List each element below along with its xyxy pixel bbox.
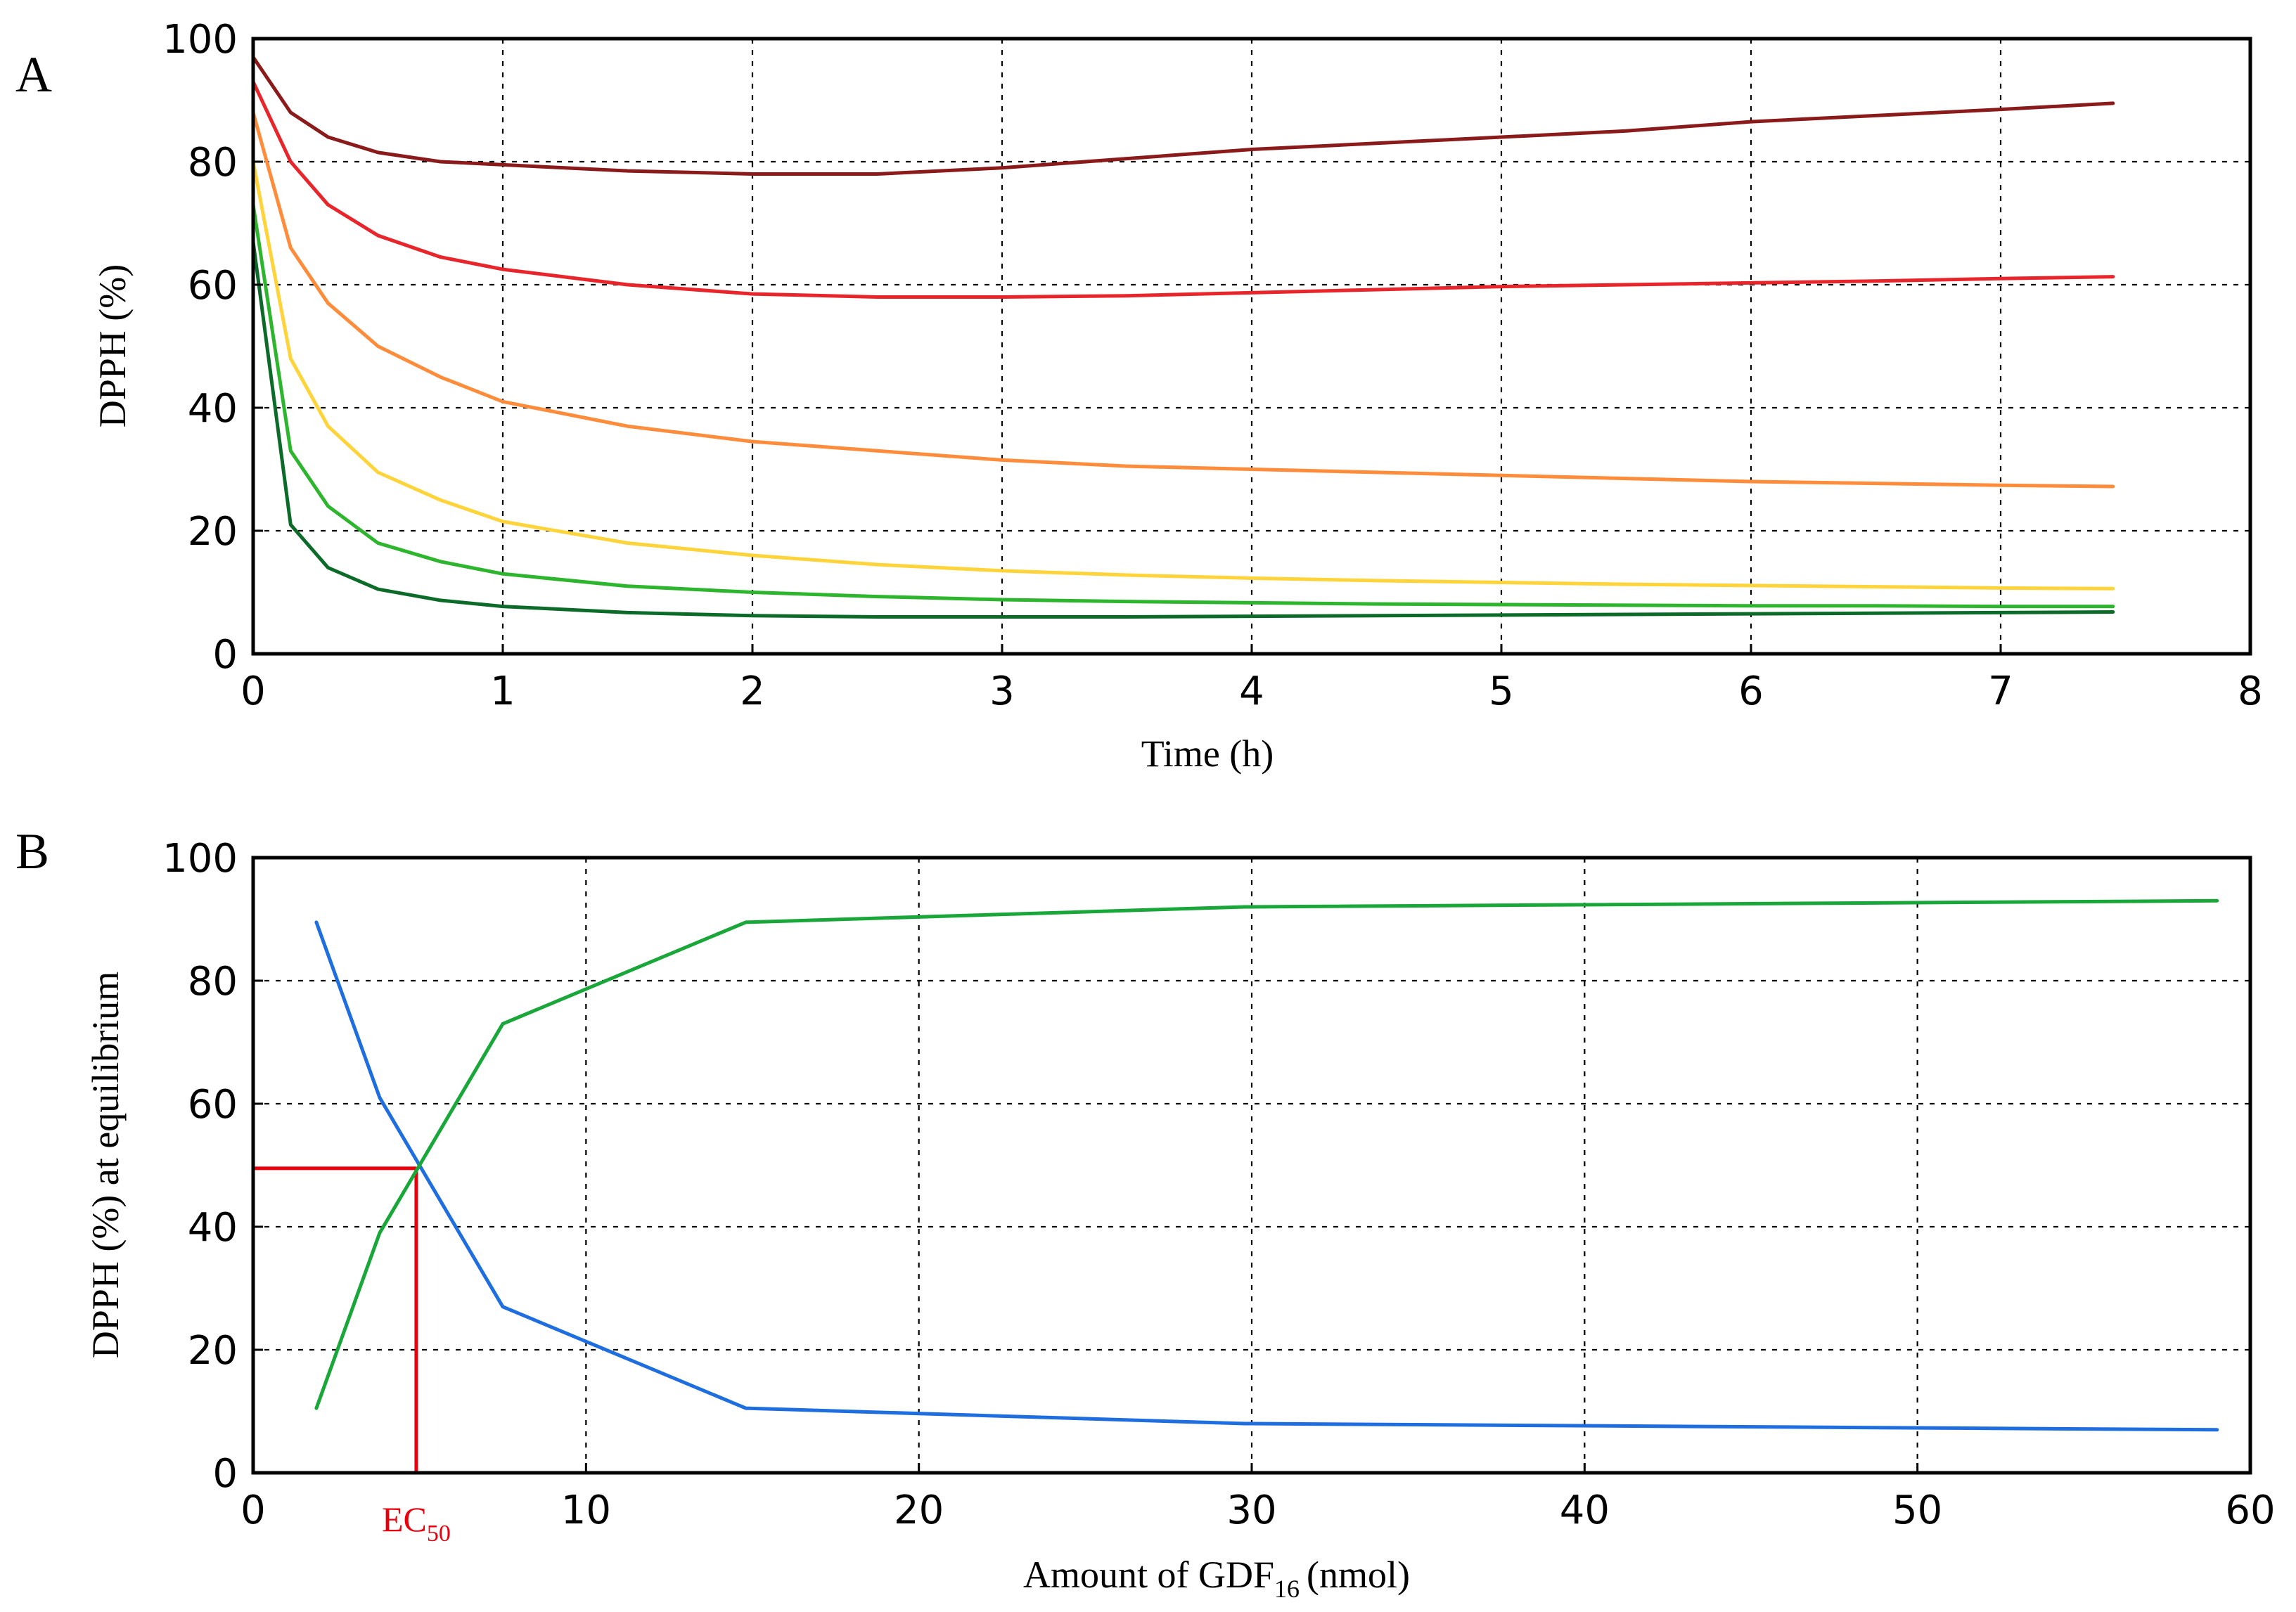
x-axis-label-b-tail: (nmol) [1307, 1554, 1410, 1596]
x-ticks-a: 0 1 2 3 4 5 6 7 8 [240, 644, 2263, 714]
grid-a [253, 39, 2250, 654]
series-line-1 [251, 55, 2115, 176]
panel-label-a: A [15, 46, 52, 103]
series-line-2 [314, 898, 2219, 1410]
x-axis-label-b-sub: 16 [1274, 1575, 1300, 1603]
x-axis-label-b: Amount of GDF16 (nmol) [1023, 1554, 1410, 1603]
chart-panel-a: A 0 1 2 3 4 5 6 7 8 0 20 40 60 80 100 Time (h) DPPH (… [15, 17, 2263, 775]
x-tick-label: 4 [1239, 669, 1264, 714]
series-line-5 [251, 202, 2115, 609]
x-tick-label: 40 [1560, 1488, 1610, 1533]
y-tick-label: 100 [162, 836, 238, 882]
y-tick-label: 60 [188, 1082, 238, 1128]
y-tick-label: 0 [212, 632, 238, 678]
ec50-guide-lines [253, 1166, 418, 1473]
series-group-a [251, 55, 2115, 619]
series-line-6 [251, 240, 2115, 619]
x-tick-label: 5 [1489, 669, 1514, 714]
y-tick-label: 60 [188, 263, 238, 309]
y-ticks-a: 0 20 40 60 80 100 [162, 17, 263, 678]
x-tick-label: 2 [740, 669, 765, 714]
x-tick-label: 30 [1226, 1488, 1276, 1533]
series-line-1 [314, 920, 2219, 1432]
x-tick-label: 7 [1988, 669, 2013, 714]
ec50-label: EC50 [382, 1500, 451, 1547]
x-tick-label: 10 [561, 1488, 611, 1533]
x-tick-label: 20 [894, 1488, 944, 1533]
y-tick-label: 80 [188, 140, 238, 186]
y-tick-label: 80 [188, 959, 238, 1005]
series-line-3 [251, 110, 2115, 489]
y-ticks-b: 0 20 40 60 80 100 [162, 836, 263, 1497]
x-tick-label: 6 [1738, 669, 1764, 714]
ec50-label-sub: 50 [427, 1521, 451, 1547]
x-tick-label: 1 [490, 669, 515, 714]
grid-b [253, 858, 2250, 1473]
x-tick-label: 0 [240, 669, 266, 714]
x-tick-label: 50 [1892, 1488, 1942, 1533]
y-axis-label-b: DPPH (%) at equilibrium [84, 972, 127, 1358]
y-axis-label-a: DPPH (%) [91, 264, 134, 428]
y-tick-label: 40 [188, 386, 238, 432]
series-group-b [314, 898, 2219, 1432]
x-tick-label: 3 [989, 669, 1015, 714]
panel-label-b: B [15, 823, 49, 879]
x-axis-label-a: Time (h) [1141, 733, 1274, 775]
series-line-4 [251, 160, 2115, 591]
series-line-2 [251, 79, 2115, 299]
x-tick-label: 8 [2238, 669, 2263, 714]
ec50-label-main: EC [382, 1500, 427, 1539]
x-axis-label-b-main: Amount of GDF [1023, 1554, 1274, 1596]
x-tick-label: 0 [240, 1488, 266, 1533]
x-tick-label: 60 [2225, 1488, 2275, 1533]
y-tick-label: 20 [188, 1328, 238, 1374]
y-tick-label: 100 [162, 17, 238, 63]
y-tick-label: 40 [188, 1205, 238, 1251]
y-tick-label: 0 [212, 1451, 238, 1497]
x-ticks-b: 0 10 20 30 40 50 60 [240, 1463, 2276, 1533]
y-tick-label: 20 [188, 509, 238, 555]
